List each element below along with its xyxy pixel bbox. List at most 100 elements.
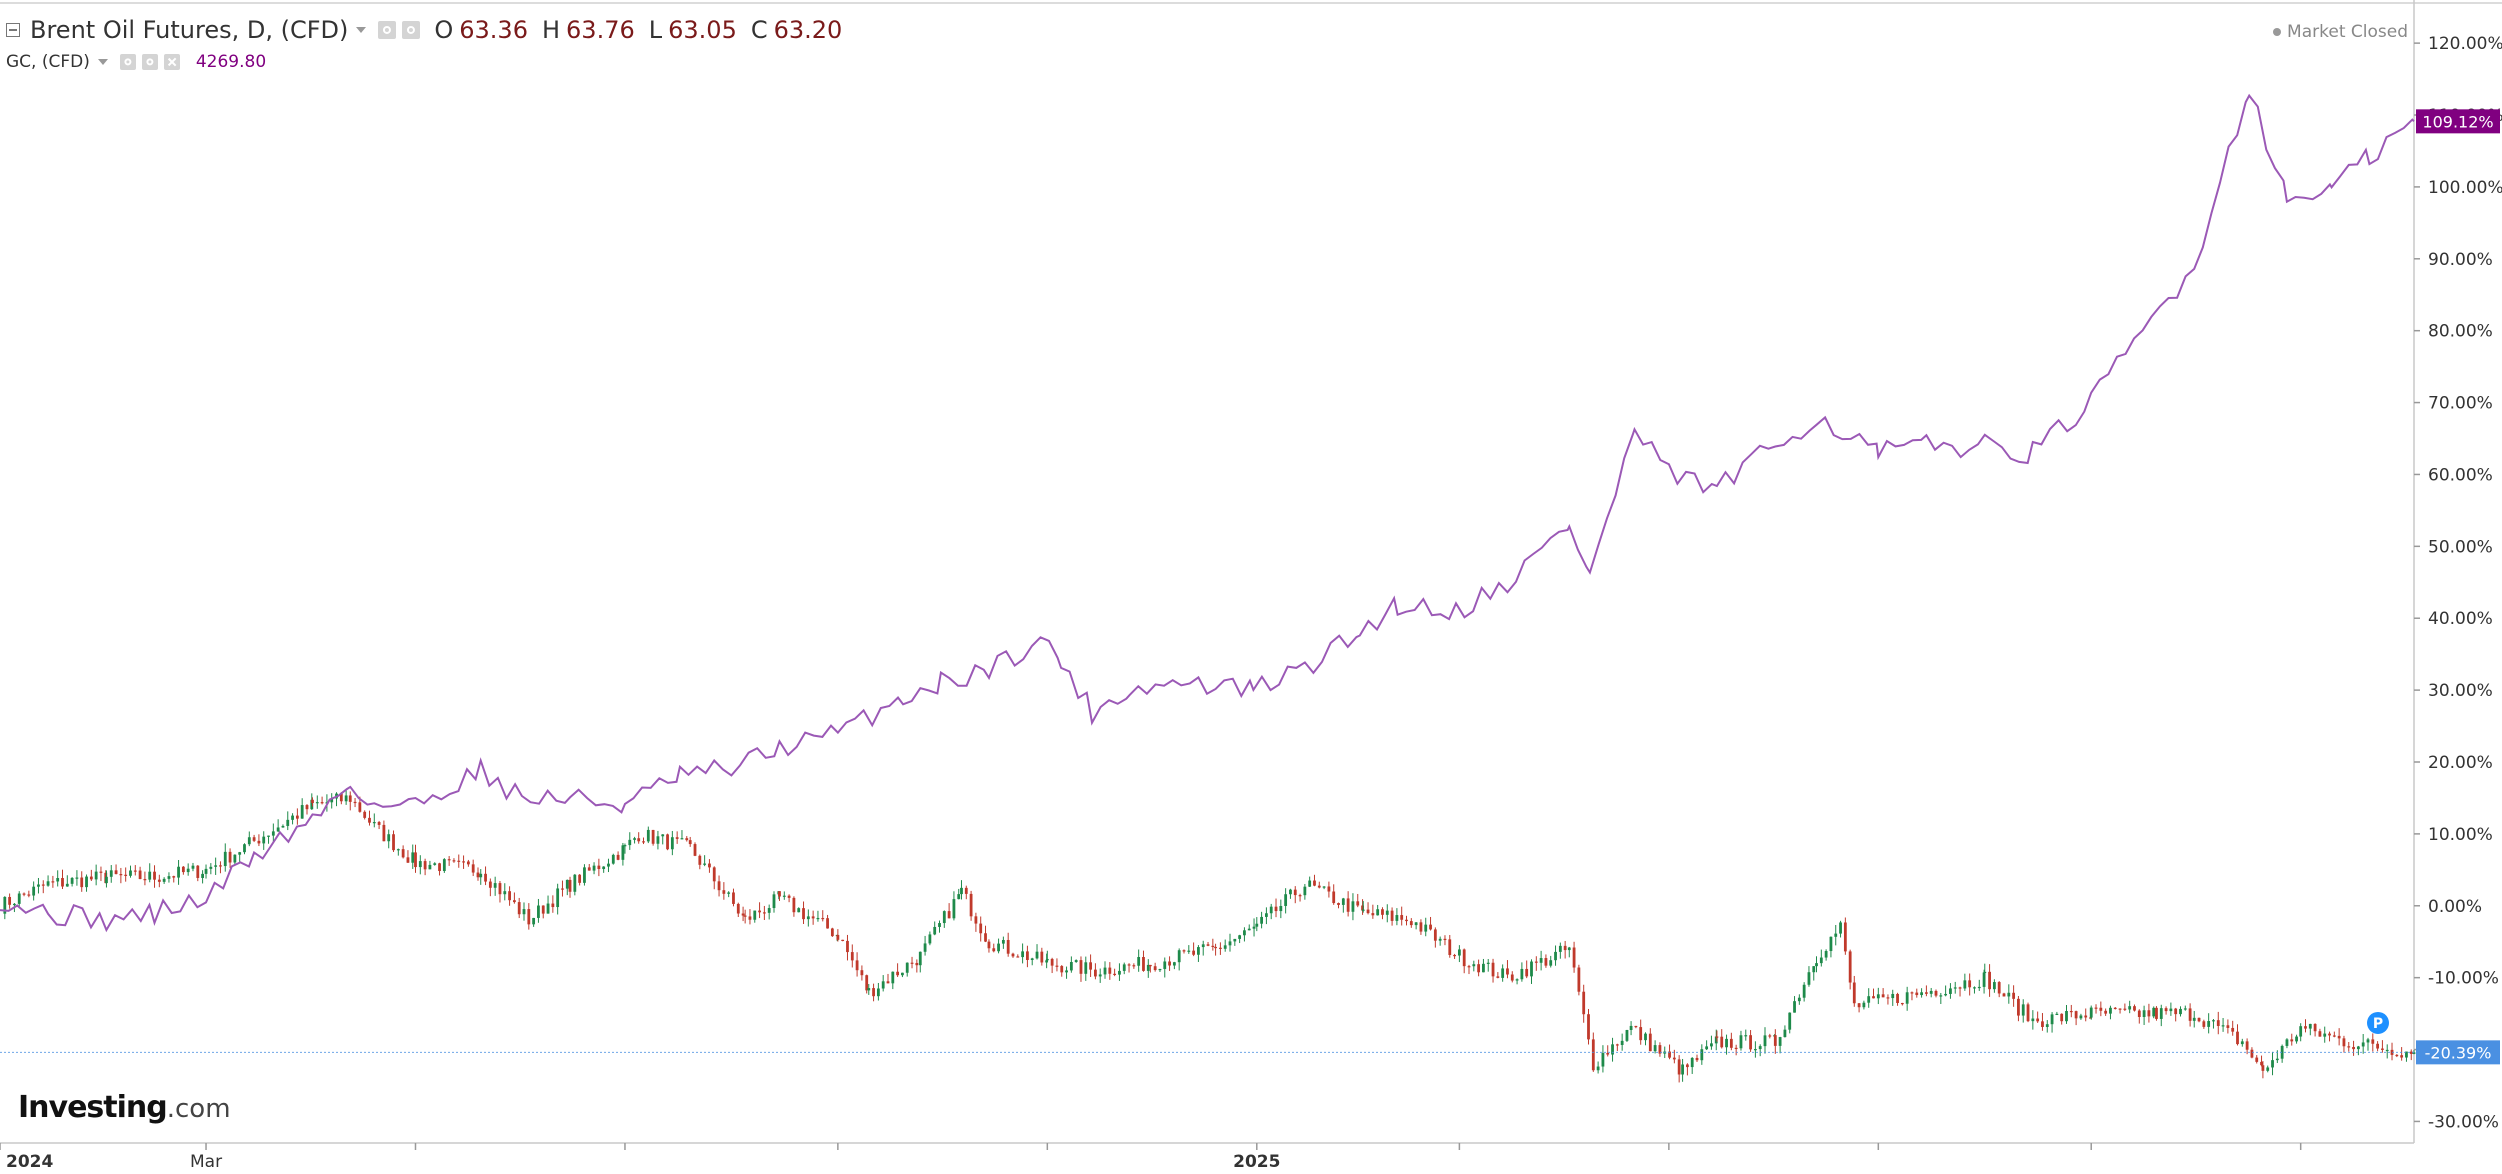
brent-candle [826, 918, 829, 929]
brent-candle [928, 934, 932, 944]
brent-candle [1905, 992, 1909, 1004]
brent-candle [688, 840, 692, 845]
settings-gear-icon[interactable] [141, 54, 158, 70]
p-marker-icon[interactable] [2367, 1011, 2389, 1034]
brent-candle [1515, 979, 1519, 981]
brent-candle [1591, 1039, 1595, 1071]
brent-candle [787, 895, 791, 898]
chevron-down-icon[interactable] [97, 59, 108, 65]
secondary-symbol-name[interactable]: GC, (CFD) [6, 52, 90, 72]
brent-candle [1366, 909, 1370, 914]
brent-candle [952, 899, 956, 919]
brent-candle [1055, 965, 1059, 967]
brent-candle [243, 844, 246, 853]
brent-candle [1206, 944, 1210, 946]
brent-candle [368, 817, 371, 823]
brent-candle [1228, 941, 1232, 946]
brent-candle [2260, 1061, 2263, 1066]
brent-candle [2152, 1007, 2156, 1017]
visibility-icon[interactable] [119, 54, 136, 70]
brent-candle [792, 897, 796, 913]
brent-candle [736, 903, 740, 914]
brent-candle [2304, 1026, 2307, 1029]
brent-candle [602, 866, 606, 870]
brent-candle [1876, 994, 1880, 999]
brent-candle [344, 795, 348, 802]
open-label: O [434, 16, 454, 44]
brent-candle [1625, 1030, 1629, 1041]
brent-candle [157, 879, 161, 882]
brent-candle [1453, 954, 1456, 957]
brent-candle [2337, 1035, 2341, 1039]
brent-candle [89, 876, 93, 880]
brent-candle [1857, 1003, 1861, 1008]
brent-candle [411, 852, 415, 863]
y-tick-label: -30.00% [2428, 1112, 2499, 1132]
brent-candle [905, 962, 909, 973]
primary-symbol-name[interactable]: Brent Oil Futures, D, (CFD) [30, 16, 349, 44]
brent-last-value-badge: -20.39% [2425, 1043, 2492, 1062]
brent-candle [1812, 966, 1816, 973]
y-tick-label: -10.00% [2428, 969, 2499, 989]
brent-candle [2361, 1042, 2365, 1047]
brent-candle [712, 867, 716, 882]
brent-candle [377, 822, 381, 825]
brent-candle [2295, 1036, 2298, 1042]
secondary-legend: GC, (CFD) 4269.80 [6, 52, 266, 72]
brent-candle [1944, 993, 1948, 996]
brent-candle [1773, 1035, 1777, 1046]
brent-candle [2275, 1058, 2279, 1061]
brent-candle [1983, 971, 1987, 974]
brent-candle [1852, 982, 1856, 1004]
settings-gear-icon[interactable] [402, 21, 421, 39]
brent-candle [855, 960, 859, 971]
brent-candle [70, 877, 74, 884]
brent-candle [1886, 997, 1890, 999]
brent-candle [767, 908, 771, 913]
brent-candle [587, 867, 591, 871]
brent-candle [214, 865, 218, 867]
brent-candle [428, 864, 432, 870]
visibility-icon[interactable] [378, 21, 397, 39]
brent-candle [423, 861, 427, 870]
brent-candle [219, 865, 222, 867]
brent-candle [2133, 1006, 2136, 1011]
collapse-legend-icon[interactable] [6, 23, 20, 37]
brent-candle [1829, 936, 1833, 952]
brent-candle [2261, 1065, 2265, 1071]
brent-candle [1482, 963, 1485, 973]
brent-candle [1797, 997, 1801, 1002]
brent-candle [2026, 1004, 2030, 1022]
brent-candle [1788, 1012, 1792, 1030]
brent-candle [99, 871, 103, 873]
brent-candle [2109, 1007, 2112, 1014]
brent-candle [512, 900, 516, 903]
brent-candle [1793, 1001, 1796, 1013]
brent-candle [1720, 1036, 1724, 1048]
brent-candle [1006, 939, 1010, 954]
brent-candle [1953, 987, 1957, 989]
brent-candle [722, 890, 726, 894]
brent-candle [1900, 1002, 1904, 1005]
brent-candle [56, 878, 60, 882]
brent-candle [708, 863, 711, 868]
brent-candle [2104, 1010, 2108, 1014]
brent-candle [942, 911, 946, 924]
brent-candle [1477, 964, 1481, 973]
brent-candle [2245, 1041, 2249, 1050]
brent-candle [2188, 1008, 2192, 1021]
high-label: H [541, 16, 561, 44]
remove-series-icon[interactable] [163, 54, 180, 70]
brent-candle [2212, 1020, 2215, 1022]
brent-candle [1939, 995, 1943, 997]
chevron-down-icon[interactable] [356, 27, 367, 33]
brent-candle [1783, 1029, 1787, 1038]
brent-candle [1501, 968, 1505, 978]
brent-candle [1714, 1036, 1718, 1044]
brent-candle [974, 916, 978, 924]
brent-candle [992, 948, 996, 952]
brent-candle [616, 854, 620, 860]
brent-candle [1187, 950, 1191, 952]
brent-candle [2250, 1049, 2254, 1058]
